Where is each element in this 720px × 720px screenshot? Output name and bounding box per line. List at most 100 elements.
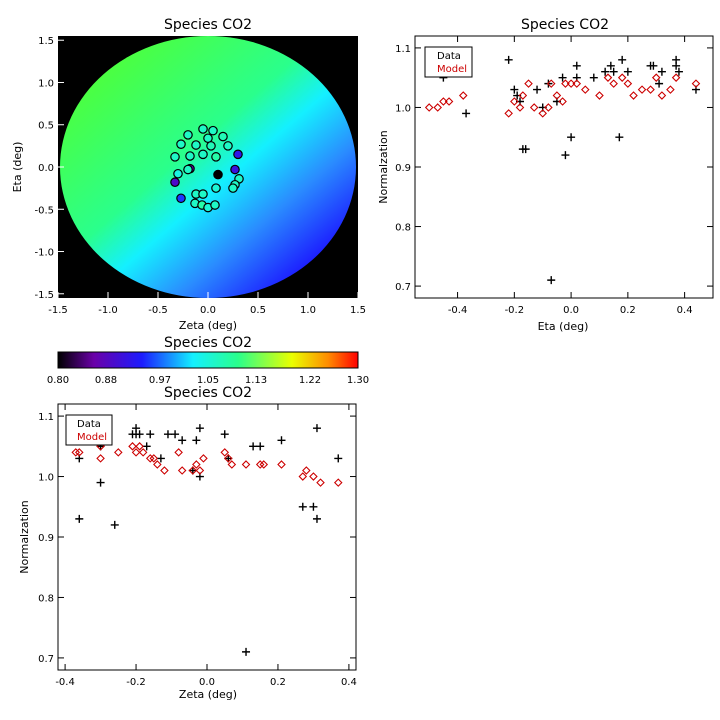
zeta-scatter-legend: Data Model: [65, 414, 113, 446]
zeta-scatter-x-ticks: -0.4 -0.2 0.0 0.2 0.4: [55, 404, 357, 688]
zeta-scatter-data-point: [312, 424, 321, 433]
zeta-scatter-model-point: [177, 466, 187, 475]
eta-scatter-data-point: [655, 79, 664, 88]
eta-scatter-x-ticks: -0.4 -0.2 0.0 0.2 0.4: [448, 36, 693, 316]
map-y-ticks: -1.5 -1.0 -0.5 0.0 0.5 1.0 1.5: [34, 36, 64, 301]
eta-scatter-legend: Data Model: [424, 46, 473, 78]
map-x-tick-label: -0.5: [148, 305, 168, 316]
zeta-scatter-model-point: [149, 454, 159, 463]
map-point: [233, 149, 243, 160]
map-x-ticks: -1.5 -1.0 -0.5 0.0 0.5 1.0 1.5: [48, 292, 366, 316]
map-point: [183, 130, 193, 140]
eta-scatter-model-point: [609, 79, 618, 88]
map-y-label: Eta (deg): [11, 142, 24, 193]
eta-legend-data: Data: [437, 51, 461, 62]
map-point: [198, 189, 208, 199]
zeta-scatter-x-tick-label: 0.4: [341, 677, 357, 688]
zeta-scatter-y-tick-label: 1.0: [38, 473, 54, 484]
zeta-scatter-y-ticks: 0.7 0.8 0.9 1.0 1.1: [38, 412, 356, 665]
map-y-tick-label: 1.0: [38, 78, 54, 89]
eta-scatter-data-point: [547, 276, 556, 285]
zeta-legend-data: Data: [77, 419, 101, 430]
eta-legend-box: [424, 46, 473, 78]
eta-scatter-data-point: [623, 67, 632, 76]
zeta-scatter-data-point: [142, 442, 151, 451]
zeta-scatter-model-point: [241, 460, 251, 469]
eta-scatter-model-point: [424, 103, 434, 112]
eta-scatter-data-point: [589, 73, 598, 82]
eta-scatter-model-point: [595, 91, 604, 100]
zeta-scatter-data-point: [220, 430, 229, 439]
eta-scatter-model-point: [433, 103, 442, 112]
eta-scatter-data-point: [533, 85, 542, 94]
eta-scatter-data-point: [601, 67, 610, 76]
zeta-scatter-data-point: [298, 502, 307, 511]
eta-scatter-data-point: [572, 61, 581, 70]
eta-scatter-model-point: [561, 79, 570, 88]
map-point: [183, 164, 193, 175]
eta-scatter-y-label: Normalzation: [377, 130, 390, 203]
eta-scatter-y-tick-label: 0.7: [395, 282, 411, 293]
zeta-scatter-y-label: Normalzation: [18, 500, 31, 573]
zeta-scatter-model-point: [220, 448, 230, 457]
zeta-scatter-model-point: [71, 448, 81, 457]
map-title: Species CO2: [164, 17, 252, 33]
zeta-scatter-data-point: [188, 466, 197, 475]
zeta-scatter-x-tick-label: 0.0: [199, 677, 215, 688]
zeta-scatter-data-point: [309, 502, 318, 511]
zeta-scatter-model-point: [138, 448, 148, 457]
zeta-scatter-model-point: [316, 478, 325, 487]
zeta-scatter-model-point: [114, 448, 123, 457]
eta-scatter-data-point: [504, 55, 513, 64]
zeta-scatter-model-point: [174, 448, 183, 457]
eta-scatter-data-point: [558, 73, 567, 82]
eta-scatter-data-point: [561, 151, 570, 160]
zeta-scatter-model-point: [224, 454, 233, 463]
zeta-scatter-x-tick-label: -0.4: [55, 677, 75, 688]
map-y-tick-label: 1.5: [38, 36, 54, 47]
eta-scatter-x-tick-label: 0.2: [620, 305, 636, 316]
eta-scatter-model-point: [538, 109, 547, 118]
map-point: [170, 152, 180, 162]
zeta-scatter-y-tick-label: 0.7: [38, 654, 54, 665]
eta-scatter-model-point: [444, 97, 454, 106]
zeta-scatter-data-point: [192, 436, 201, 445]
eta-scatter-x-tick-label: -0.4: [448, 305, 468, 316]
map-point: [198, 124, 208, 134]
eta-scatter-model-point: [646, 85, 655, 94]
map-point: [213, 169, 223, 180]
eta-scatter-model-point: [572, 79, 582, 88]
zeta-scatter-model-point: [302, 466, 311, 475]
map-y-tick-label: 0.5: [38, 121, 54, 132]
map-point: [228, 183, 238, 193]
map-point: [185, 151, 195, 161]
zeta-scatter-data-point: [195, 424, 204, 433]
eta-legend-model: Model: [437, 64, 467, 75]
zeta-scatter-data-point: [156, 454, 165, 463]
zeta-scatter-data-point: [249, 442, 258, 451]
zeta-scatter-title: Species CO2: [164, 385, 252, 401]
zeta-scatter-points: [71, 424, 343, 656]
zeta-scatter-model-point: [333, 478, 343, 487]
eta-scatter-model-point: [623, 79, 633, 88]
zeta-scatter-model-point: [131, 448, 141, 457]
eta-scatter-model-point: [637, 85, 647, 94]
zeta-scatter-model-point: [160, 466, 169, 475]
eta-scatter-model-point: [581, 85, 590, 94]
map-point: [210, 200, 220, 210]
eta-scatter-model-point: [504, 109, 513, 118]
eta-scatter-y-tick-label: 1.1: [395, 44, 411, 55]
zeta-scatter-model-point: [277, 460, 286, 469]
eta-scatter-x-tick-label: -0.2: [505, 305, 525, 316]
zeta-scatter-model-point: [259, 460, 269, 469]
zeta-scatter-data-point: [334, 454, 343, 463]
eta-scatter-x-tick-label: 0.4: [677, 305, 693, 316]
eta-scatter-model-point: [617, 73, 627, 82]
eta-scatter-model-point: [529, 103, 539, 112]
eta-scatter-model-point: [691, 79, 701, 88]
zeta-scatter-data-point: [110, 520, 119, 529]
eta-scatter-model-point: [651, 73, 661, 82]
eta-scatter-data-point: [674, 67, 683, 76]
map-points: [170, 124, 244, 213]
